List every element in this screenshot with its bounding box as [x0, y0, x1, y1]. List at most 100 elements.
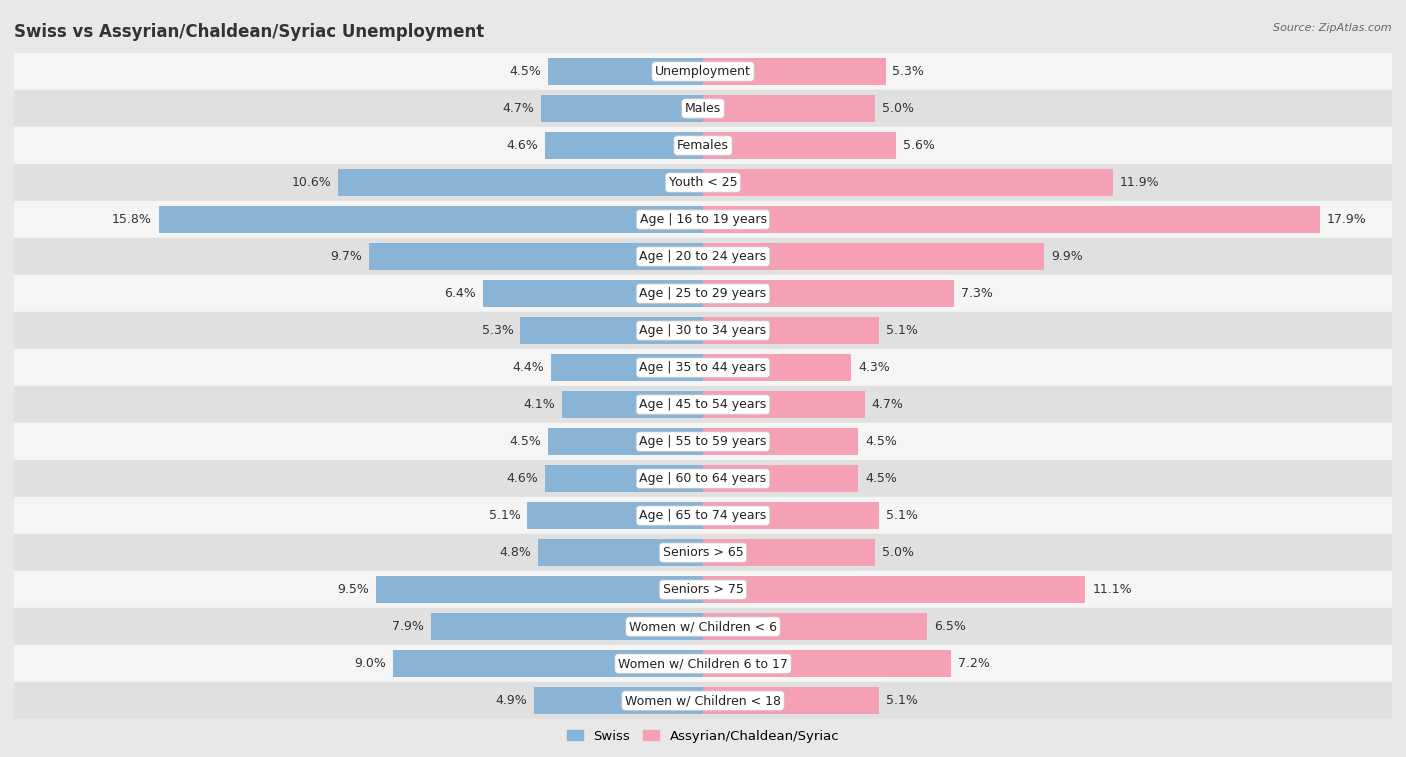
Text: 4.1%: 4.1% — [523, 398, 555, 411]
Bar — [14, 238, 1392, 275]
Bar — [703, 317, 879, 344]
Bar — [703, 576, 1085, 603]
Bar — [703, 428, 858, 455]
Bar — [14, 497, 1392, 534]
Bar — [14, 534, 1392, 571]
Text: 7.3%: 7.3% — [962, 287, 993, 300]
Text: 4.5%: 4.5% — [865, 472, 897, 485]
Text: Females: Females — [678, 139, 728, 152]
Bar — [14, 127, 1392, 164]
Legend: Swiss, Assyrian/Chaldean/Syriac: Swiss, Assyrian/Chaldean/Syriac — [567, 730, 839, 743]
Text: Unemployment: Unemployment — [655, 65, 751, 78]
Bar — [430, 613, 703, 640]
Text: 4.7%: 4.7% — [502, 102, 534, 115]
Bar — [14, 53, 1392, 90]
Bar — [703, 503, 879, 529]
Bar — [541, 95, 703, 122]
Text: 5.1%: 5.1% — [886, 694, 918, 707]
Text: 5.3%: 5.3% — [482, 324, 513, 337]
Text: Age | 20 to 24 years: Age | 20 to 24 years — [640, 250, 766, 263]
Text: 5.1%: 5.1% — [886, 324, 918, 337]
Text: Age | 35 to 44 years: Age | 35 to 44 years — [640, 361, 766, 374]
Bar — [337, 170, 703, 196]
Text: Age | 65 to 74 years: Age | 65 to 74 years — [640, 509, 766, 522]
Text: 5.1%: 5.1% — [488, 509, 520, 522]
Text: 6.5%: 6.5% — [934, 620, 966, 633]
Bar — [159, 206, 703, 233]
Bar — [703, 539, 875, 566]
Bar — [544, 132, 703, 159]
Bar — [14, 312, 1392, 349]
Text: Source: ZipAtlas.com: Source: ZipAtlas.com — [1274, 23, 1392, 33]
Text: 5.1%: 5.1% — [886, 509, 918, 522]
Bar — [14, 349, 1392, 386]
Bar — [14, 164, 1392, 201]
Text: 4.4%: 4.4% — [513, 361, 544, 374]
Text: 4.6%: 4.6% — [506, 472, 537, 485]
Bar — [703, 391, 865, 418]
Text: Swiss vs Assyrian/Chaldean/Syriac Unemployment: Swiss vs Assyrian/Chaldean/Syriac Unempl… — [14, 23, 484, 41]
Text: 4.6%: 4.6% — [506, 139, 537, 152]
Bar — [375, 576, 703, 603]
Bar — [14, 275, 1392, 312]
Text: Age | 45 to 54 years: Age | 45 to 54 years — [640, 398, 766, 411]
Text: 11.9%: 11.9% — [1119, 176, 1160, 189]
Bar — [368, 243, 703, 269]
Bar — [551, 354, 703, 381]
Bar — [527, 503, 703, 529]
Text: Seniors > 75: Seniors > 75 — [662, 583, 744, 596]
Text: 17.9%: 17.9% — [1326, 213, 1367, 226]
Bar — [544, 466, 703, 492]
Text: 9.7%: 9.7% — [330, 250, 361, 263]
Text: Seniors > 65: Seniors > 65 — [662, 546, 744, 559]
Text: 7.9%: 7.9% — [392, 620, 425, 633]
Text: 10.6%: 10.6% — [291, 176, 330, 189]
Bar — [14, 460, 1392, 497]
Bar — [392, 650, 703, 677]
Text: Age | 55 to 59 years: Age | 55 to 59 years — [640, 435, 766, 448]
Text: Age | 60 to 64 years: Age | 60 to 64 years — [640, 472, 766, 485]
Bar — [703, 280, 955, 307]
Text: Age | 16 to 19 years: Age | 16 to 19 years — [640, 213, 766, 226]
Bar — [14, 201, 1392, 238]
Bar — [703, 466, 858, 492]
Bar — [534, 687, 703, 714]
Bar — [703, 58, 886, 85]
Bar — [548, 428, 703, 455]
Bar — [703, 354, 851, 381]
Bar — [14, 608, 1392, 645]
Text: Age | 25 to 29 years: Age | 25 to 29 years — [640, 287, 766, 300]
Text: 9.0%: 9.0% — [354, 657, 387, 670]
Text: Age | 30 to 34 years: Age | 30 to 34 years — [640, 324, 766, 337]
Text: Women w/ Children < 6: Women w/ Children < 6 — [628, 620, 778, 633]
Text: 4.5%: 4.5% — [509, 65, 541, 78]
Text: 15.8%: 15.8% — [112, 213, 152, 226]
Bar — [14, 386, 1392, 423]
Bar — [14, 90, 1392, 127]
Text: Youth < 25: Youth < 25 — [669, 176, 737, 189]
Bar — [703, 132, 896, 159]
Text: Women w/ Children 6 to 17: Women w/ Children 6 to 17 — [619, 657, 787, 670]
Bar — [537, 539, 703, 566]
Text: Women w/ Children < 18: Women w/ Children < 18 — [626, 694, 780, 707]
Text: 4.7%: 4.7% — [872, 398, 904, 411]
Text: Males: Males — [685, 102, 721, 115]
Bar — [548, 58, 703, 85]
Text: 5.0%: 5.0% — [882, 546, 914, 559]
Bar — [703, 687, 879, 714]
Bar — [562, 391, 703, 418]
Text: 5.3%: 5.3% — [893, 65, 924, 78]
Text: 4.8%: 4.8% — [499, 546, 531, 559]
Text: 11.1%: 11.1% — [1092, 583, 1132, 596]
Bar — [14, 423, 1392, 460]
Bar — [703, 170, 1114, 196]
Bar — [703, 650, 950, 677]
Bar — [14, 682, 1392, 719]
Text: 4.3%: 4.3% — [858, 361, 890, 374]
Text: 5.0%: 5.0% — [882, 102, 914, 115]
Bar — [14, 571, 1392, 608]
Bar — [703, 243, 1045, 269]
Bar — [703, 206, 1320, 233]
Bar — [14, 645, 1392, 682]
Bar — [482, 280, 703, 307]
